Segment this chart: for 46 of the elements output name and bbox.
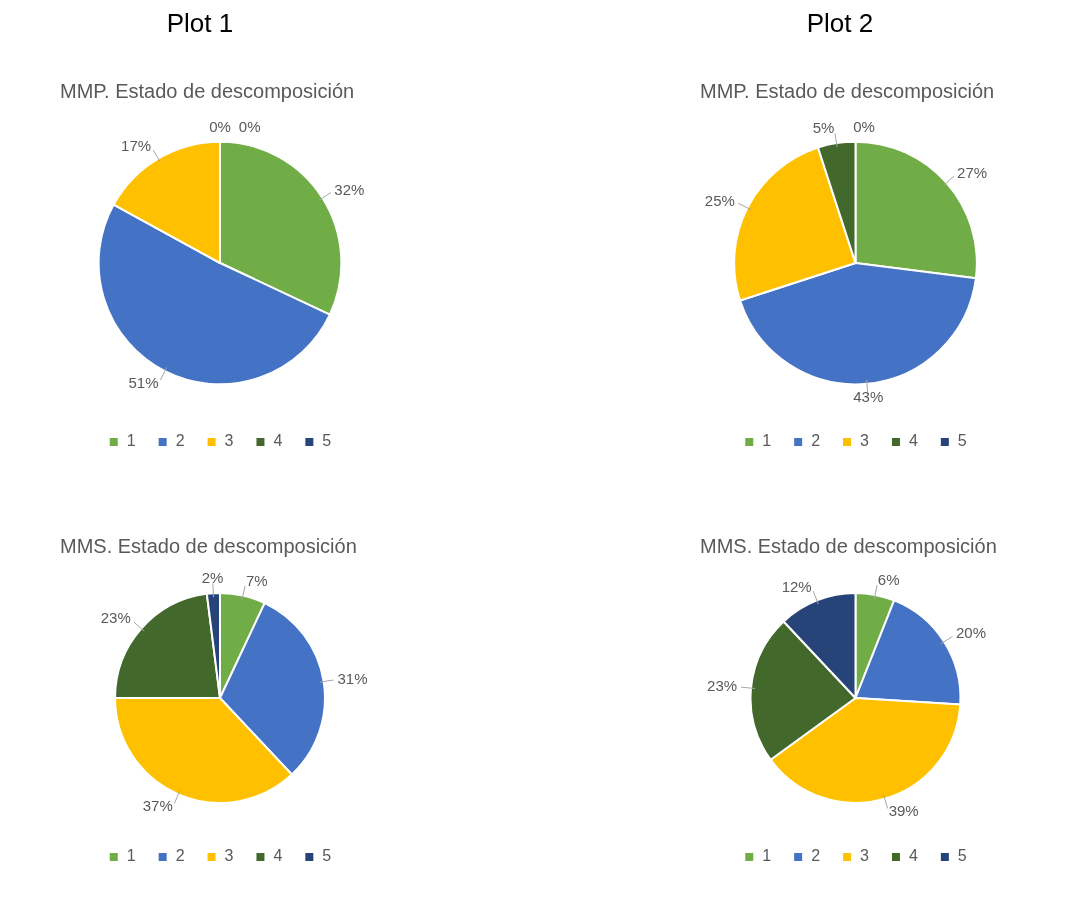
legend-label: 5 (957, 432, 967, 450)
legend-label: 4 (908, 432, 918, 450)
data-label: 51% (128, 373, 159, 391)
text: Plot 2 (805, 8, 875, 39)
data-label: 23% (707, 676, 738, 694)
legend-label: 3 (224, 847, 234, 865)
legend-label: 4 (273, 432, 283, 450)
data-label: 25% (704, 191, 735, 209)
legend-label: 3 (860, 432, 870, 450)
legend-label: 2 (811, 847, 821, 865)
legend-label: 5 (957, 847, 967, 865)
data-label: 27% (957, 163, 988, 181)
legend-label: 3 (224, 432, 234, 450)
text: 0% (238, 117, 261, 135)
data-label: 12% (781, 577, 812, 595)
legend-label: 1 (762, 847, 772, 865)
data-label: 20% (955, 624, 986, 642)
data-label: 31% (337, 669, 368, 687)
chart-title: MMS. Estado de descomposición (700, 534, 997, 557)
data-label: 32% (334, 180, 365, 198)
data-label: 2% (201, 569, 224, 587)
legend-label: 2 (811, 432, 821, 450)
text: 0% (209, 117, 231, 135)
data-label: 43% (853, 387, 884, 405)
legend-label: 1 (126, 432, 136, 450)
text: Plot 1 (165, 8, 235, 39)
legend-label: 1 (762, 432, 772, 450)
data-label: 5% (812, 119, 835, 137)
chart-title: MMP. Estado de descomposición (700, 79, 995, 102)
data-label: 39% (888, 802, 919, 820)
legend-label: 5 (322, 847, 332, 865)
legend-label: 4 (273, 847, 283, 865)
data-label: 23% (100, 609, 131, 627)
legend-label: 2 (175, 847, 185, 865)
legend-label: 2 (175, 432, 185, 450)
chart-title: MMP. Estado de descomposición (60, 79, 355, 102)
legend-label: 1 (126, 847, 136, 865)
legend-label: 5 (322, 432, 332, 450)
data-label: 6% (877, 571, 900, 589)
data-label: 37% (142, 797, 173, 815)
data-label: 17% (121, 136, 152, 154)
data-label: 7% (245, 572, 268, 590)
text: 0% (853, 117, 875, 135)
legend-label: 3 (860, 847, 870, 865)
chart-title: MMS. Estado de descomposición (60, 534, 357, 557)
legend-label: 4 (908, 847, 918, 865)
